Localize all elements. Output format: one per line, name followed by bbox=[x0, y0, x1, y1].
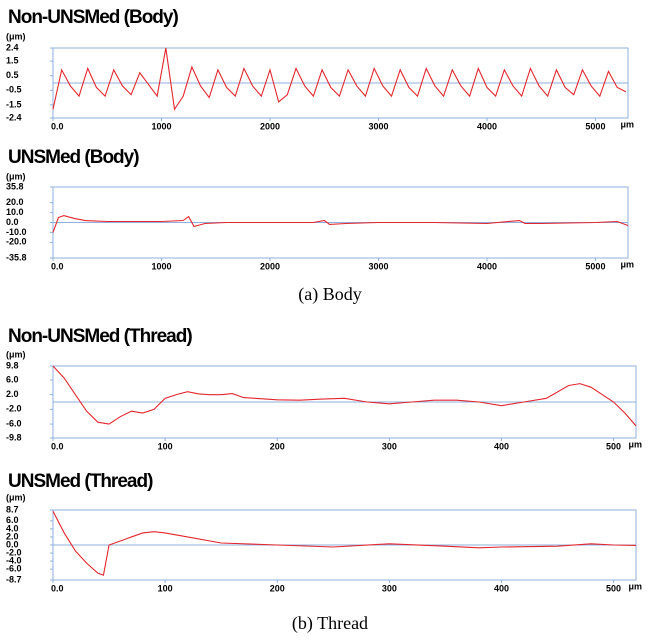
y-unit: (μm) bbox=[6, 171, 26, 181]
y-tick-label: 9.8 bbox=[6, 360, 19, 370]
x-tick-label: 5000 bbox=[585, 261, 605, 271]
x-tick-label: 300 bbox=[382, 583, 397, 593]
x-unit: μm bbox=[628, 439, 642, 449]
chart-title: Non-UNSMed (Thread) bbox=[8, 326, 192, 347]
x-tick-label: 2000 bbox=[260, 121, 280, 131]
x-tick-label: 400 bbox=[494, 583, 509, 593]
x-tick-label: 400 bbox=[494, 441, 509, 451]
y-tick-label: -8.7 bbox=[6, 574, 22, 584]
chart-title: Non-UNSMed (Body) bbox=[8, 7, 178, 28]
y-tick-label: 35.8 bbox=[6, 181, 24, 191]
x-tick-label: 500 bbox=[606, 441, 621, 451]
y-tick-label: -4.0 bbox=[6, 555, 22, 565]
x-tick-label: 3000 bbox=[368, 261, 388, 271]
chart-title: UNSMed (Thread) bbox=[8, 471, 153, 492]
x-tick-label: 5000 bbox=[585, 121, 605, 131]
x-tick-label: 200 bbox=[270, 441, 285, 451]
y-tick-label: 2.0 bbox=[6, 389, 19, 399]
y-tick-label: 0.0 bbox=[6, 217, 19, 227]
data-line bbox=[52, 510, 637, 576]
y-tick-label: -1.5 bbox=[6, 99, 22, 109]
x-tick-label: 100 bbox=[158, 441, 173, 451]
y-tick-label: 2.0 bbox=[6, 531, 19, 541]
y-unit: (μm) bbox=[6, 349, 26, 359]
y-tick-label: -6.0 bbox=[6, 564, 22, 574]
x-tick-label: 500 bbox=[606, 583, 621, 593]
y-unit: (μm) bbox=[6, 492, 26, 502]
y-tick-label: -2.0 bbox=[6, 404, 22, 414]
y-tick-label: 2.4 bbox=[6, 42, 19, 52]
x-unit: μm bbox=[620, 119, 634, 129]
y-tick-label: 20.0 bbox=[6, 197, 24, 207]
data-line bbox=[52, 365, 637, 427]
y-tick-label: 0.5 bbox=[6, 70, 19, 80]
y-tick-label: -2.4 bbox=[6, 112, 22, 122]
y-tick-label: 10.0 bbox=[6, 207, 24, 217]
data-line bbox=[52, 214, 629, 233]
x-tick-label: 0.0 bbox=[51, 441, 64, 451]
x-tick-label: 3000 bbox=[368, 121, 388, 131]
y-tick-label: -6.0 bbox=[6, 418, 22, 428]
y-tick-label: 6.0 bbox=[6, 374, 19, 384]
y-tick-label: -20.0 bbox=[6, 237, 27, 247]
x-tick-label: 4000 bbox=[477, 261, 497, 271]
data-line bbox=[52, 47, 627, 111]
x-tick-label: 1000 bbox=[151, 261, 171, 271]
y-tick-label: -9.8 bbox=[6, 432, 22, 442]
x-tick-label: 2000 bbox=[260, 261, 280, 271]
y-tick-label: 0.0 bbox=[6, 539, 19, 549]
x-tick-label: 0.0 bbox=[51, 261, 64, 271]
y-tick-label: -0.5 bbox=[6, 85, 22, 95]
chart-title: UNSMed (Body) bbox=[8, 147, 139, 168]
x-tick-label: 0.0 bbox=[51, 121, 64, 131]
x-tick-label: 300 bbox=[382, 441, 397, 451]
x-tick-label: 1000 bbox=[151, 121, 171, 131]
x-unit: μm bbox=[620, 259, 634, 269]
y-tick-label: 4.0 bbox=[6, 523, 19, 533]
y-tick-label: -2.0 bbox=[6, 547, 22, 557]
y-unit: (μm) bbox=[6, 31, 26, 41]
x-unit: μm bbox=[628, 581, 642, 591]
y-tick-label: 6.0 bbox=[6, 515, 19, 525]
x-tick-label: 100 bbox=[158, 583, 173, 593]
x-tick-label: 0.0 bbox=[51, 583, 64, 593]
x-tick-label: 200 bbox=[270, 583, 285, 593]
y-tick-label: -10.0 bbox=[6, 227, 27, 237]
y-tick-label: 1.5 bbox=[6, 56, 19, 66]
caption: (a) Body bbox=[298, 284, 361, 305]
y-tick-label: 8.7 bbox=[6, 504, 19, 514]
y-tick-label: -35.8 bbox=[6, 252, 27, 262]
x-tick-label: 4000 bbox=[477, 121, 497, 131]
caption: (b) Thread bbox=[292, 613, 368, 634]
